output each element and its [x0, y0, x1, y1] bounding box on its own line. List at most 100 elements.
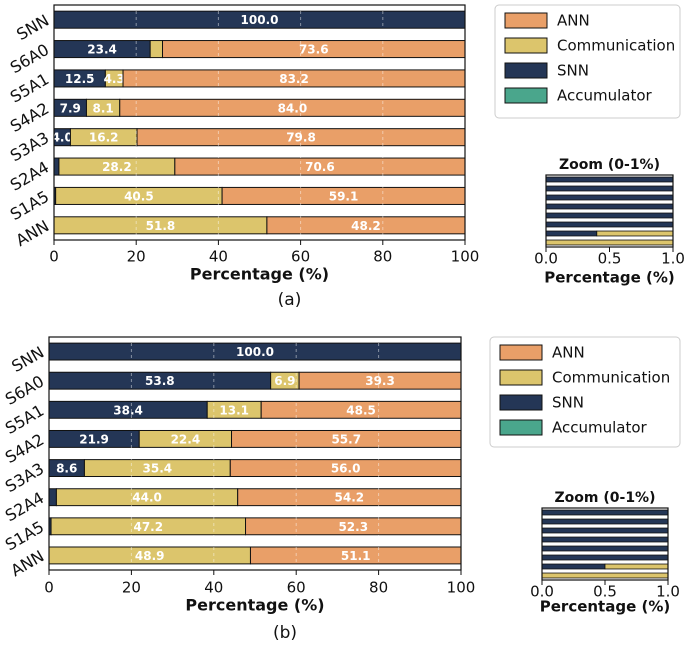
inset-x-label: Percentage (%) — [544, 269, 674, 287]
inset-x-label: Percentage (%) — [540, 598, 670, 616]
x-tick-label: 80 — [373, 248, 392, 266]
x-tick-label: 60 — [291, 248, 310, 266]
legend-label: SNN — [557, 62, 589, 80]
y-tick-label: S6A0 — [2, 372, 47, 409]
inset-bar-segment — [541, 509, 669, 516]
data-label: 28.2 — [102, 160, 132, 174]
data-label: 7.9 — [60, 101, 81, 115]
inset-tick-label: 0.0 — [534, 250, 558, 268]
legend-label: Communication — [557, 37, 675, 55]
inset-bar-segment — [541, 527, 669, 534]
x-tick-label: 0 — [44, 579, 54, 597]
caption: (a) — [278, 290, 302, 310]
legend-swatch — [499, 419, 543, 436]
inset-tick-label: 0.5 — [593, 583, 617, 601]
data-label: 8.1 — [92, 101, 113, 115]
inset-tick-label: 1.0 — [656, 583, 680, 601]
data-label: 4.0 — [52, 131, 73, 145]
data-label: 4.3 — [104, 72, 125, 86]
inset-tick-label: 0.0 — [530, 583, 554, 601]
x-tick-label: 20 — [127, 248, 146, 266]
data-label: 56.0 — [331, 462, 361, 476]
data-label: 47.2 — [133, 520, 163, 534]
y-tick-label: S1A5 — [7, 187, 52, 224]
bar-segment — [53, 157, 60, 176]
data-label: 21.9 — [79, 432, 109, 446]
data-label: 100.0 — [241, 13, 279, 27]
inset-tick-label: 0.5 — [598, 250, 622, 268]
data-label: 8.6 — [56, 462, 77, 476]
x-axis-label: Percentage (%) — [190, 265, 329, 284]
x-tick-label: 100 — [451, 248, 480, 266]
data-label: 22.4 — [171, 432, 201, 446]
y-tick-label: SNN — [13, 11, 52, 45]
legend-swatch — [499, 369, 543, 386]
x-tick-label: 40 — [209, 248, 228, 266]
data-label: 59.1 — [329, 189, 359, 203]
inset-bar-segment — [545, 194, 674, 201]
data-label: 23.4 — [87, 43, 117, 57]
plot-frame — [48, 336, 462, 571]
inset-bar-segment — [541, 572, 669, 579]
y-tick-label: S2A4 — [2, 488, 47, 525]
y-tick-label: S5A1 — [7, 69, 52, 106]
inset-bar-segment — [541, 518, 669, 525]
inset-bar-segment — [545, 239, 674, 246]
data-label: 38.4 — [113, 403, 143, 417]
plot-frame — [53, 4, 466, 241]
data-label: 39.3 — [365, 374, 395, 388]
y-tick-label: S4A2 — [7, 99, 52, 136]
data-label: 55.7 — [331, 432, 361, 446]
y-tick-label: S3A3 — [7, 128, 52, 165]
inset-bar-segment — [604, 563, 669, 570]
y-tick-label: S5A1 — [2, 401, 47, 438]
x-tick-label: 100 — [447, 579, 476, 597]
legend-swatch — [504, 62, 548, 79]
data-label: 54.2 — [335, 491, 365, 505]
x-tick-label: 60 — [287, 579, 306, 597]
inset-bar-segment — [545, 212, 674, 219]
y-tick-label: S4A2 — [2, 430, 47, 467]
inset-bar-segment — [541, 554, 669, 561]
data-label: 51.8 — [146, 219, 176, 233]
legend-swatch — [504, 37, 548, 54]
data-label: 53.8 — [145, 374, 175, 388]
data-label: 35.4 — [143, 462, 173, 476]
legend-label: ANN — [557, 12, 590, 30]
inset-bar-segment — [541, 536, 669, 543]
data-label: 48.9 — [135, 549, 165, 563]
data-label: 79.8 — [286, 131, 316, 145]
data-label: 100.0 — [236, 345, 274, 359]
legend-label: Communication — [552, 369, 670, 387]
legend-swatch — [499, 394, 543, 411]
y-tick-label: SNN — [8, 342, 47, 376]
caption: (b) — [273, 623, 297, 643]
y-tick-label: S2A4 — [7, 157, 52, 194]
inset-bar-segment — [541, 545, 669, 552]
data-label: 6.9 — [274, 374, 295, 388]
legend-label: ANN — [552, 344, 585, 362]
data-label: 13.1 — [219, 403, 249, 417]
inset-bar-segment — [545, 176, 674, 183]
x-tick-label: 0 — [49, 248, 59, 266]
data-label: 44.0 — [132, 491, 162, 505]
legend-label: Accumulator — [557, 87, 653, 105]
y-tick-label: S6A0 — [7, 40, 52, 77]
x-tick-label: 20 — [122, 579, 141, 597]
inset-bar-segment — [545, 203, 674, 210]
data-label: 40.5 — [124, 189, 154, 203]
data-label: 73.6 — [299, 43, 329, 57]
y-tick-label: S3A3 — [2, 459, 47, 496]
inset-bar-segment — [545, 221, 674, 228]
data-label: 52.3 — [338, 520, 368, 534]
data-label: 48.5 — [346, 403, 376, 417]
x-axis-label: Percentage (%) — [185, 596, 324, 615]
bar-segment — [149, 40, 164, 59]
data-label: 84.0 — [278, 101, 308, 115]
inset-title: Zoom (0-1%) — [559, 157, 660, 173]
data-label: 70.6 — [305, 160, 335, 174]
data-label: 83.2 — [279, 72, 309, 86]
inset-bar-segment — [596, 230, 674, 237]
inset-bar-segment — [545, 185, 674, 192]
